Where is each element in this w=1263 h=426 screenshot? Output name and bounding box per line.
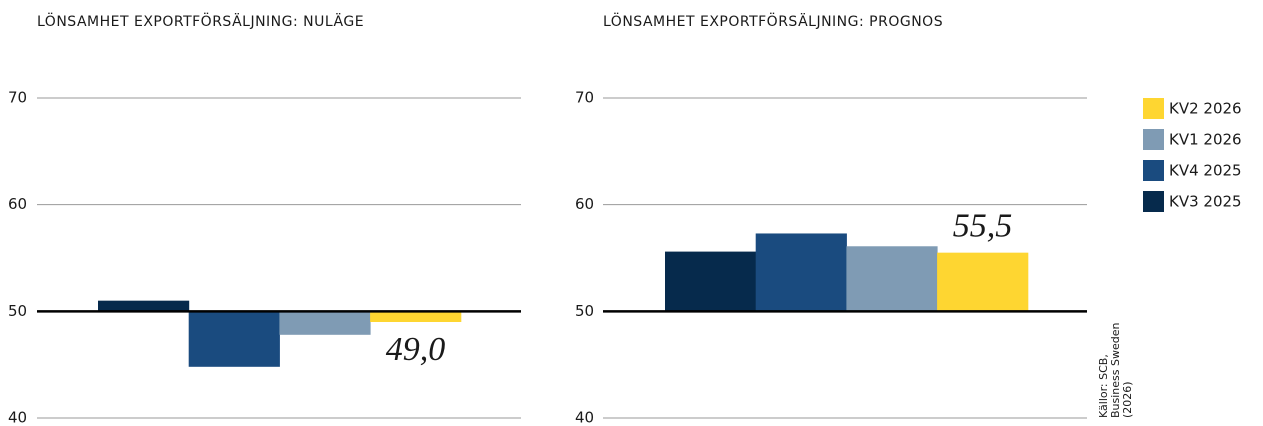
chart-title: LÖNSAMHET EXPORTFÖRSÄLJNING: NULÄGE (37, 12, 364, 30)
source: Business Sweden (1109, 323, 1122, 418)
y-tick-label: 70 (8, 89, 27, 107)
chart-title: LÖNSAMHET EXPORTFÖRSÄLJNING: PROGNOS (603, 12, 943, 30)
bar (370, 311, 462, 322)
source: Källor: SCB, (1097, 354, 1110, 418)
data-label: 49,0 (386, 331, 446, 368)
bar (665, 251, 757, 312)
legend-label: KV1 2026 (1169, 131, 1242, 149)
bar (846, 246, 938, 312)
legend-swatch (1143, 98, 1164, 119)
y-tick-label: 60 (575, 195, 594, 213)
y-tick-label: 50 (8, 302, 27, 320)
legend-label: KV4 2025 (1169, 162, 1242, 180)
bar (98, 300, 190, 312)
source: (2026) (1121, 381, 1134, 418)
y-tick-label: 70 (575, 89, 594, 107)
legend-label: KV3 2025 (1169, 193, 1242, 211)
y-tick-label: 40 (8, 409, 27, 426)
y-tick-label: 40 (575, 409, 594, 426)
y-tick-label: 50 (575, 302, 594, 320)
bar (755, 233, 847, 312)
bar (279, 311, 371, 335)
data-label: 55,5 (953, 207, 1013, 244)
legend-swatch (1143, 129, 1164, 150)
bar (937, 252, 1029, 312)
y-tick-label: 60 (8, 195, 27, 213)
legend-label: KV2 2026 (1169, 100, 1242, 118)
bar (188, 311, 280, 367)
legend-swatch (1143, 191, 1164, 212)
legend-swatch (1143, 160, 1164, 181)
